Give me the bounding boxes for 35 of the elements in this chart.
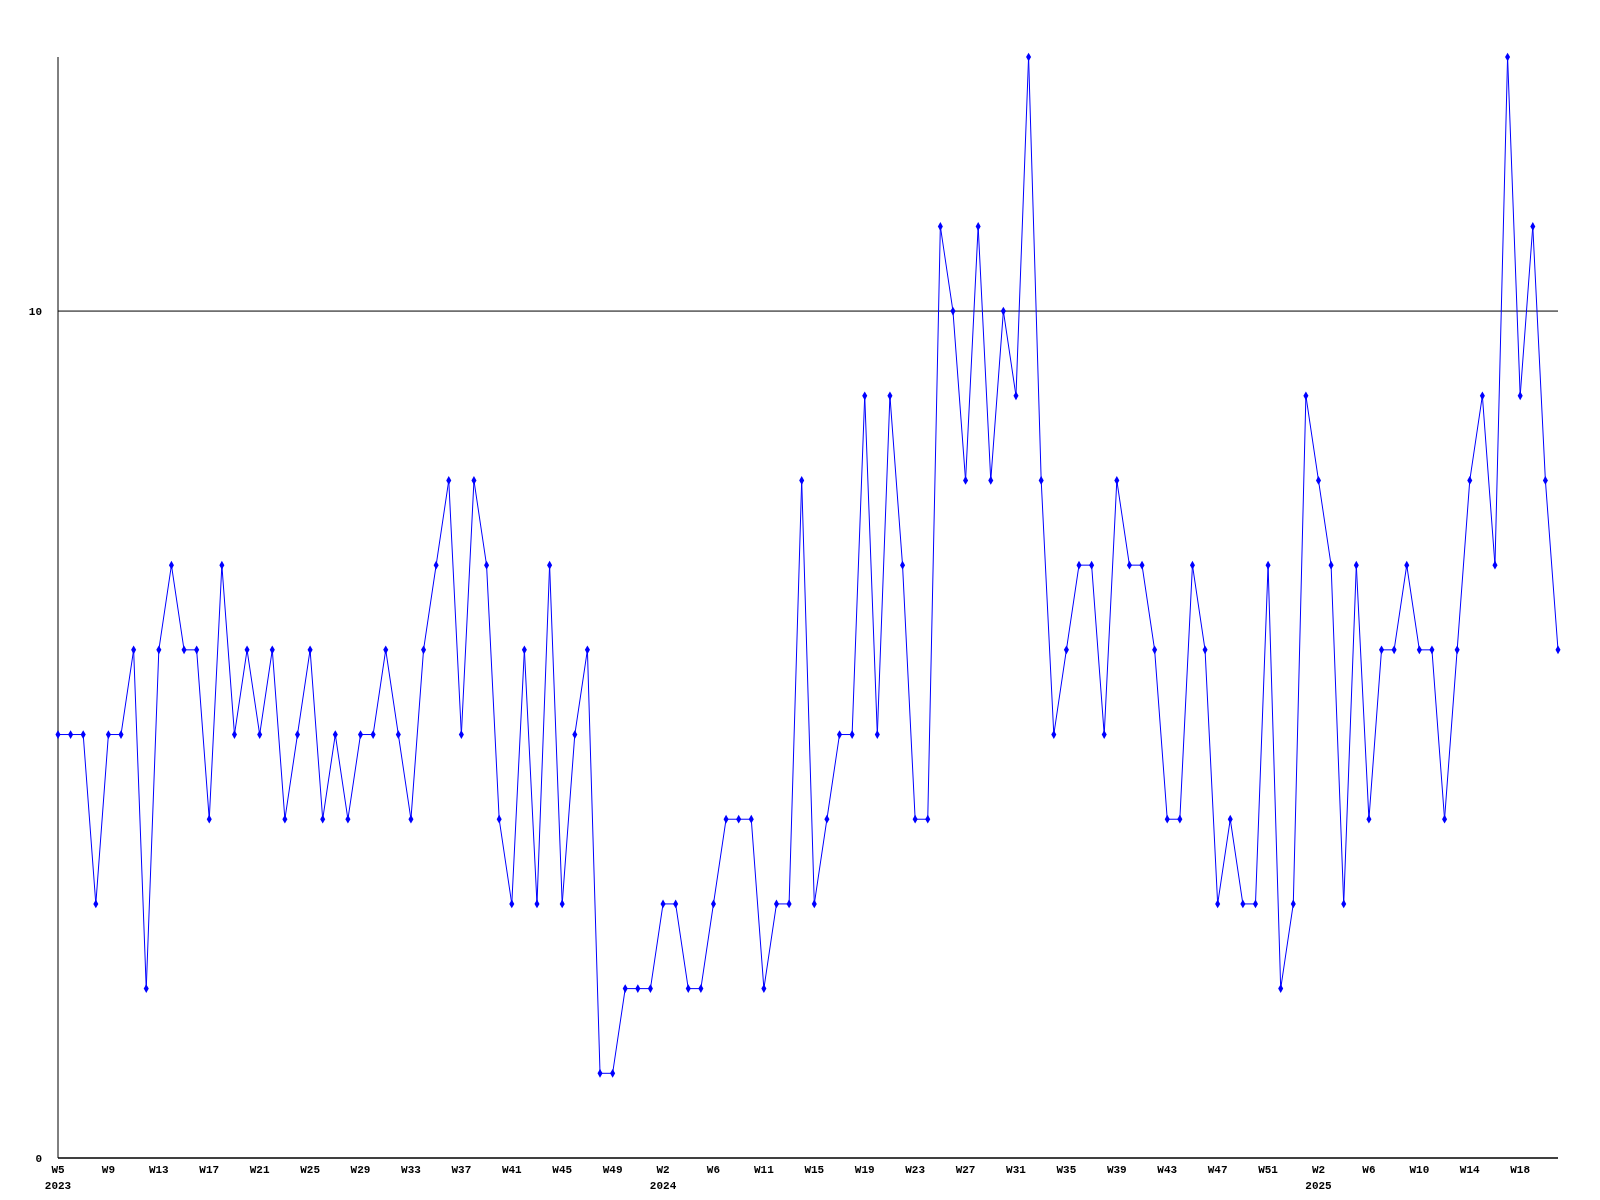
x-tick-label: W23 [905,1164,926,1176]
x-tick-label: W45 [552,1164,573,1176]
text: 2023 [44,1180,72,1192]
x-tick-label: W49 [602,1164,623,1176]
x-tick-label: W5 [51,1164,65,1176]
x-tick-label: W9 [101,1164,116,1176]
x-tick-label: W25 [300,1164,321,1176]
x-tick-label: W11 [753,1164,775,1176]
x-tick-label: W21 [249,1164,270,1176]
x-tick-label: W2 [656,1164,670,1176]
x-tick-label: W10 [1409,1164,1430,1176]
text: 2025 [1305,1180,1333,1192]
x-tick-label: W51 [1258,1164,1279,1176]
x-tick-label: W37 [451,1164,472,1176]
x-tick-label: W6 [706,1164,721,1176]
x-tick-label: W13 [148,1164,170,1176]
x-tick-label: W18 [1510,1164,1531,1176]
x-tick-label: W43 [1157,1164,1178,1176]
x-tick-label: W29 [350,1164,371,1176]
x-tick-label: W19 [854,1164,875,1176]
x-tick-label: W35 [1056,1164,1077,1176]
x-tick-label: W31 [1006,1164,1027,1176]
x-tick-label: W17 [199,1164,220,1176]
text: 2024 [649,1180,677,1192]
y-tick-label: 0 [35,1152,42,1165]
y-tick-label: 10 [28,305,42,318]
x-tick-label: W27 [955,1164,976,1176]
x-tick-label: W47 [1207,1164,1228,1176]
x-tick-label: W15 [804,1164,825,1176]
x-tick-label: W39 [1106,1164,1127,1176]
x-tick-label: W2 [1311,1164,1326,1176]
x-tick-label: W14 [1459,1164,1481,1176]
x-tick-label: W41 [501,1164,523,1176]
x-tick-label: W33 [401,1164,422,1176]
x-tick-label: W6 [1362,1164,1376,1176]
